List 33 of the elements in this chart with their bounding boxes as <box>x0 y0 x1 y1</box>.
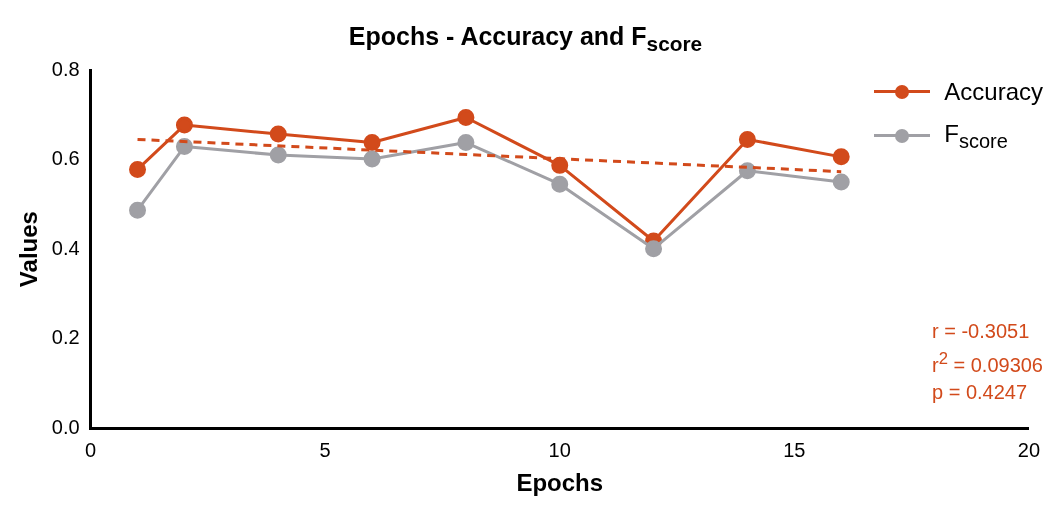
x-tick-label: 0 <box>85 438 97 461</box>
point <box>832 148 850 166</box>
y-tick-label: 0.8 <box>51 57 80 80</box>
annotation: r = -0.3051 <box>931 319 1031 344</box>
x-tick-label: 15 <box>783 438 806 461</box>
y-tick-label: 0.0 <box>51 415 80 438</box>
point <box>645 240 663 258</box>
point <box>269 125 287 143</box>
annotation: p = 0.4247 <box>931 379 1029 405</box>
y-tick-label: 0.2 <box>51 326 80 349</box>
point <box>129 160 147 178</box>
y-axis-title: Values <box>15 211 43 288</box>
point <box>269 146 287 164</box>
point <box>457 108 475 126</box>
y-tick-label: 0.4 <box>51 236 80 259</box>
y-tick-label: 0.6 <box>51 147 80 170</box>
point <box>457 134 475 152</box>
point <box>551 175 569 193</box>
x-tick-label: 5 <box>319 438 331 461</box>
point <box>175 116 193 134</box>
x-tick-label: 20 <box>1017 438 1040 461</box>
legend-label: F$_{score}$ <box>944 119 1008 153</box>
point <box>551 156 569 174</box>
point <box>832 173 850 191</box>
annotation: r$^{2}$ = 0.09306 <box>931 348 1043 378</box>
point <box>738 130 756 148</box>
x-tick-label: 10 <box>548 438 571 461</box>
x-axis-title: Epochs <box>516 469 604 497</box>
legend-label: Accuracy <box>944 78 1043 106</box>
point <box>363 134 381 152</box>
point <box>129 201 147 219</box>
chart-title: Epochs - Accuracy and F$_{score}$ <box>347 22 704 56</box>
point <box>363 150 381 168</box>
